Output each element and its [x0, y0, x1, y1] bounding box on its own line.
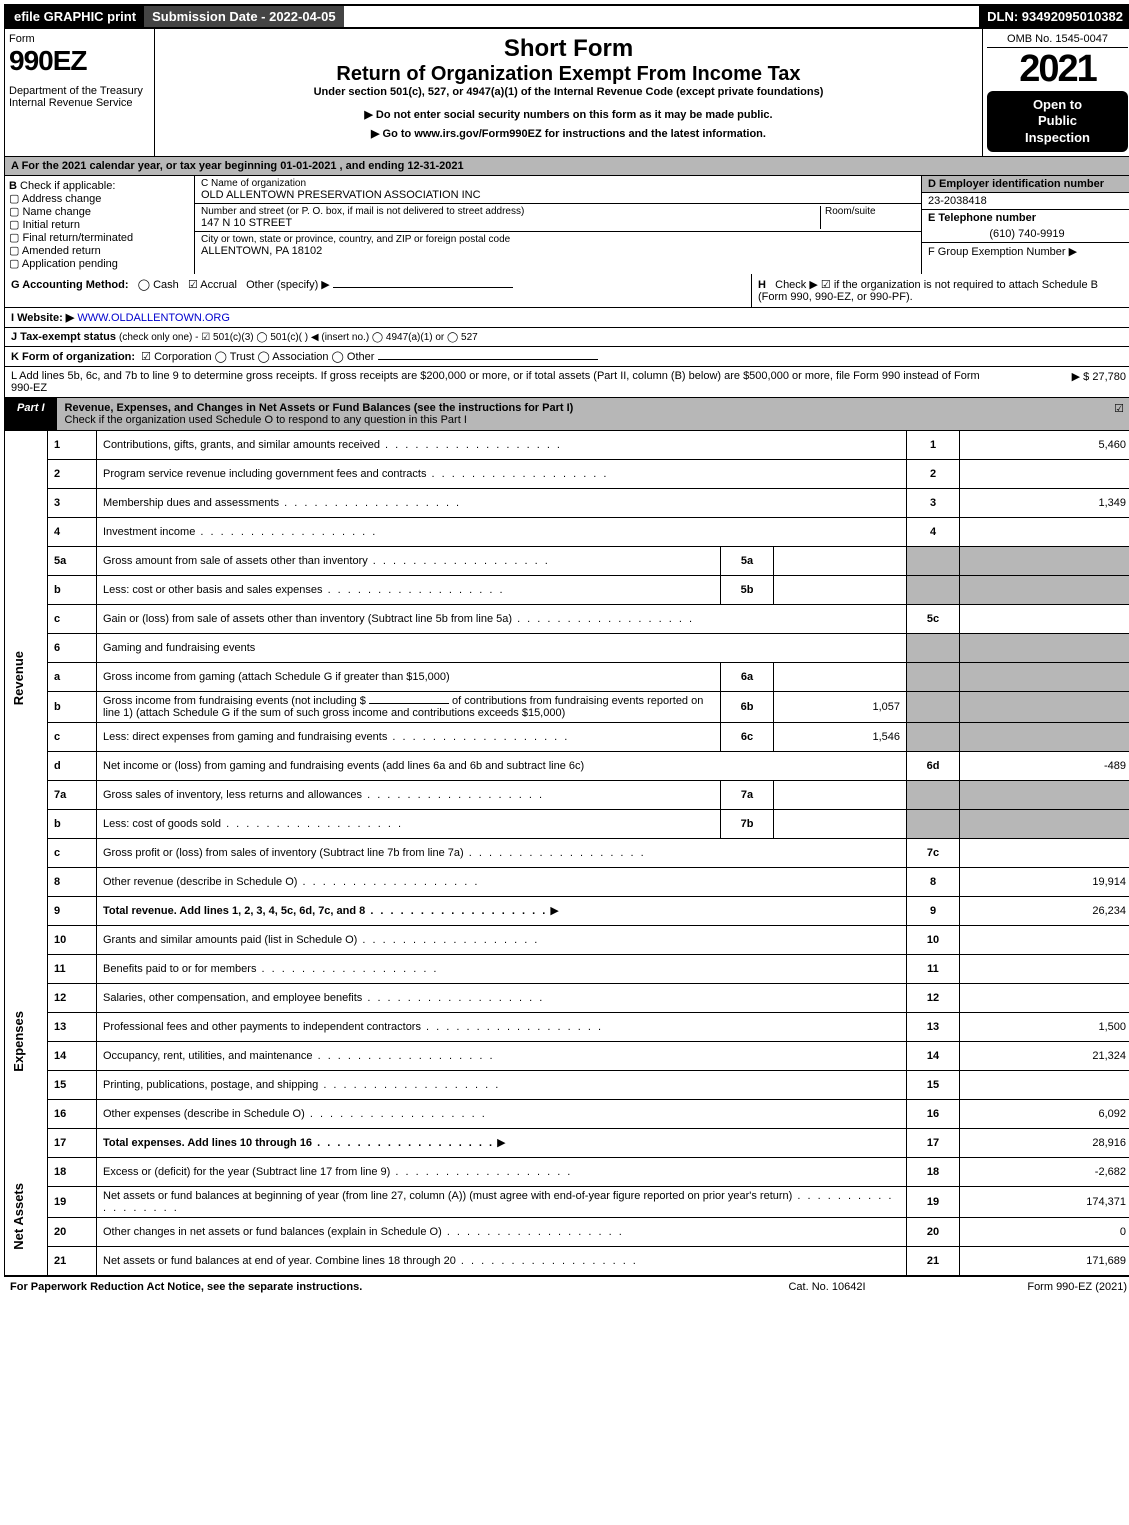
line-5a: 5aGross amount from sale of assets other…: [5, 546, 1129, 575]
line-6a: aGross income from gaming (attach Schedu…: [5, 662, 1129, 691]
part-1-label: Part I: [5, 398, 57, 430]
header-center: Short Form Return of Organization Exempt…: [155, 29, 982, 156]
line-k: K Form of organization: ☑ Corporation ◯ …: [4, 347, 1129, 367]
subtitle: Under section 501(c), 527, or 4947(a)(1)…: [161, 86, 976, 98]
line-l: L Add lines 5b, 6c, and 7b to line 9 to …: [4, 367, 1129, 398]
line-19: 19Net assets or fund balances at beginni…: [5, 1186, 1129, 1217]
submission-date: Submission Date - 2022-04-05: [144, 6, 344, 27]
line-1: Revenue 1 Contributions, gifts, grants, …: [5, 431, 1129, 460]
line-6b: b Gross income from fundraising events (…: [5, 691, 1129, 722]
line-11: 11Benefits paid to or for members11: [5, 954, 1129, 983]
page-footer: For Paperwork Reduction Act Notice, see …: [4, 1276, 1129, 1297]
tel-label: E Telephone number: [922, 210, 1129, 226]
line-i: I Website: ▶ WWW.OLDALLENTOWN.ORG: [4, 308, 1129, 328]
tel-value: (610) 740-9919: [922, 226, 1129, 243]
form-prefix: Form: [9, 33, 150, 45]
return-title: Return of Organization Exempt From Incom…: [161, 63, 976, 86]
header-left: Form 990EZ Department of the Treasury In…: [5, 29, 155, 156]
line-16: 16Other expenses (describe in Schedule O…: [5, 1099, 1129, 1128]
ein-label: D Employer identification number: [922, 176, 1129, 193]
line-g: G Accounting Method: ◯ Cash ☑ Accrual Ot…: [5, 274, 752, 307]
efile-badge: efile GRAPHIC print: [6, 6, 144, 27]
form-header: Form 990EZ Department of the Treasury In…: [4, 29, 1129, 157]
lines-table: Revenue 1 Contributions, gifts, grants, …: [4, 431, 1129, 1276]
line-13: 13Professional fees and other payments t…: [5, 1012, 1129, 1041]
line-10: Expenses 10Grants and similar amounts pa…: [5, 925, 1129, 954]
group-exemption: F Group Exemption Number ▶: [922, 243, 1129, 260]
goto-note: ▶ Go to www.irs.gov/Form990EZ for instru…: [161, 127, 976, 140]
header-right: OMB No. 1545-0047 2021 Open to Public In…: [982, 29, 1129, 156]
open-inspection-box: Open to Public Inspection: [987, 91, 1128, 152]
part-1-title: Revenue, Expenses, and Changes in Net As…: [57, 398, 1107, 430]
line-5b: bLess: cost or other basis and sales exp…: [5, 575, 1129, 604]
org-name-label: C Name of organization: [201, 178, 915, 189]
line-8: 8Other revenue (describe in Schedule O) …: [5, 867, 1129, 896]
line-6: 6Gaming and fundraising events: [5, 633, 1129, 662]
column-def: D Employer identification number 23-2038…: [922, 176, 1129, 274]
website-link[interactable]: WWW.OLDALLENTOWN.ORG: [77, 312, 230, 324]
org-name-block: C Name of organization OLD ALLENTOWN PRE…: [195, 176, 921, 204]
line-7b: bLess: cost of goods sold 7b: [5, 809, 1129, 838]
tax-year: 2021: [987, 48, 1128, 91]
agency-1: Department of the Treasury: [9, 85, 150, 97]
line-15: 15Printing, publications, postage, and s…: [5, 1070, 1129, 1099]
form-version: Form 990-EZ (2021): [927, 1281, 1127, 1293]
line-21: 21Net assets or fund balances at end of …: [5, 1246, 1129, 1275]
room-label: Room/suite: [821, 206, 915, 229]
top-bar: efile GRAPHIC print Submission Date - 20…: [4, 4, 1129, 29]
paperwork-notice: For Paperwork Reduction Act Notice, see …: [10, 1281, 727, 1293]
city-block: City or town, state or province, country…: [195, 232, 921, 259]
line-9: 9Total revenue. Add lines 1, 2, 3, 4, 5c…: [5, 896, 1129, 925]
line-5c: cGain or (loss) from sale of assets othe…: [5, 604, 1129, 633]
row-gh: G Accounting Method: ◯ Cash ☑ Accrual Ot…: [4, 274, 1129, 308]
street: 147 N 10 STREET: [201, 217, 816, 229]
section-bcdef: B Check if applicable: ▢ Address change …: [4, 176, 1129, 274]
line-3: 3Membership dues and assessments 31,349: [5, 488, 1129, 517]
part-1-checkbox: ☑: [1106, 398, 1129, 430]
column-c: C Name of organization OLD ALLENTOWN PRE…: [195, 176, 922, 274]
agency-2: Internal Revenue Service: [9, 97, 150, 109]
street-label: Number and street (or P. O. box, if mail…: [201, 206, 816, 217]
line-6d: dNet income or (loss) from gaming and fu…: [5, 751, 1129, 780]
section-netassets: Net Assets: [11, 1183, 26, 1250]
column-b: B Check if applicable: ▢ Address change …: [5, 176, 195, 274]
dln: DLN: 93492095010382: [979, 6, 1129, 27]
catalog-number: Cat. No. 10642I: [727, 1281, 927, 1293]
line-7a: 7aGross sales of inventory, less returns…: [5, 780, 1129, 809]
org-name: OLD ALLENTOWN PRESERVATION ASSOCIATION I…: [201, 189, 915, 201]
line-h: H Check ▶ ☑ if the organization is not r…: [752, 274, 1129, 307]
ein-value: 23-2038418: [922, 193, 1129, 210]
line-20: 20Other changes in net assets or fund ba…: [5, 1217, 1129, 1246]
section-expenses: Expenses: [11, 1011, 26, 1072]
part-1-header: Part I Revenue, Expenses, and Changes in…: [4, 398, 1129, 431]
line-12: 12Salaries, other compensation, and empl…: [5, 983, 1129, 1012]
city: ALLENTOWN, PA 18102: [201, 245, 915, 257]
line-6c: cLess: direct expenses from gaming and f…: [5, 722, 1129, 751]
line-14: 14Occupancy, rent, utilities, and mainte…: [5, 1041, 1129, 1070]
form-number: 990EZ: [9, 45, 150, 77]
ssn-note: ▶ Do not enter social security numbers o…: [161, 108, 976, 121]
line-17: 17Total expenses. Add lines 10 through 1…: [5, 1128, 1129, 1157]
line-j: J Tax-exempt status (check only one) - ☑…: [4, 328, 1129, 347]
line-4: 4Investment income 4: [5, 517, 1129, 546]
line-2: 2Program service revenue including gover…: [5, 459, 1129, 488]
short-form-label: Short Form: [161, 35, 976, 63]
line-a: A For the 2021 calendar year, or tax yea…: [4, 157, 1129, 176]
city-label: City or town, state or province, country…: [201, 234, 915, 245]
omb-number: OMB No. 1545-0047: [987, 33, 1128, 48]
line-7c: cGross profit or (loss) from sales of in…: [5, 838, 1129, 867]
street-block: Number and street (or P. O. box, if mail…: [195, 204, 921, 232]
line-18: Net Assets 18Excess or (deficit) for the…: [5, 1157, 1129, 1186]
section-revenue: Revenue: [11, 651, 26, 705]
